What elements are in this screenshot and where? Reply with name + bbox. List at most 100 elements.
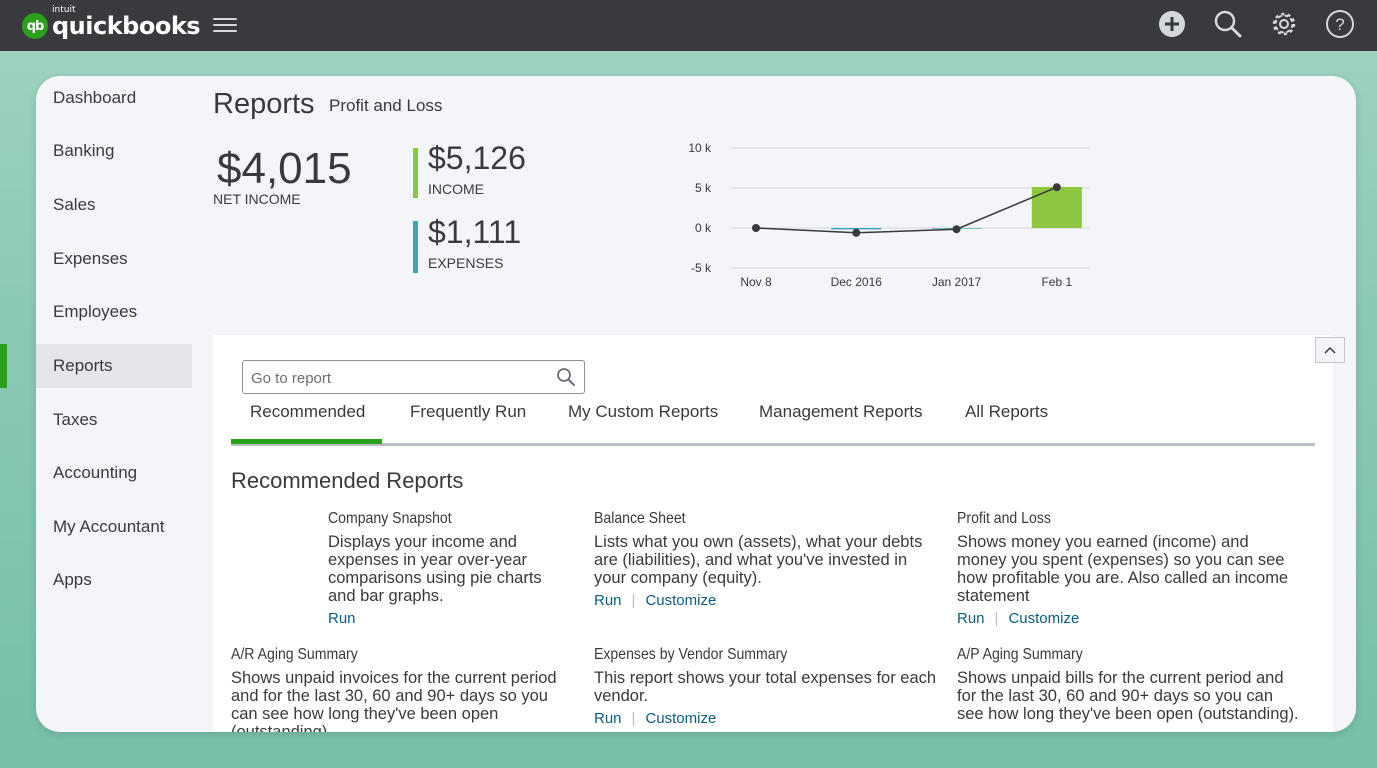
sidebar-item-banking[interactable]: Banking xyxy=(36,129,192,173)
net-income-point xyxy=(752,224,760,232)
add-icon[interactable] xyxy=(1157,9,1187,39)
link-separator: | xyxy=(631,592,636,609)
quickbooks-logo[interactable]: qb intuit quickbooks xyxy=(22,5,201,43)
report-title[interactable]: A/P Aging Summary xyxy=(957,646,1083,663)
reports-area xyxy=(213,335,1333,732)
page-subtitle[interactable]: Profit and Loss xyxy=(329,96,443,115)
sidebar: Dashboard Banking Sales Expenses Employe… xyxy=(36,76,192,732)
link-separator: | xyxy=(631,710,636,727)
sidebar-item-label: Apps xyxy=(53,570,92,589)
main-panel: Dashboard Banking Sales Expenses Employe… xyxy=(36,76,1356,732)
sidebar-item-label: Taxes xyxy=(53,410,98,429)
active-tab-indicator xyxy=(231,439,382,444)
search-icon[interactable] xyxy=(1213,9,1243,39)
gear-icon[interactable] xyxy=(1269,9,1299,39)
sidebar-item-label: Sales xyxy=(53,195,96,214)
tab-frequently-run[interactable]: Frequently Run xyxy=(410,402,527,421)
y-tick-label: 10 k xyxy=(688,141,712,155)
sidebar-item-apps[interactable]: Apps xyxy=(36,558,192,602)
link-separator: | xyxy=(994,610,999,627)
report-description: Lists what you own (assets), what your d… xyxy=(594,533,923,587)
report-description: Shows money you earned (income) and mone… xyxy=(957,533,1289,605)
report-card-profit-and-loss: Profit and Loss Shows money you earned (… xyxy=(957,510,1302,627)
customize-link[interactable]: Customize xyxy=(645,710,717,727)
net-income-label: NET INCOME xyxy=(213,191,301,207)
sidebar-item-label: Expenses xyxy=(53,249,128,268)
sidebar-item-expenses[interactable]: Expenses xyxy=(36,237,192,281)
income-indicator xyxy=(413,148,418,198)
sidebar-item-sales[interactable]: Sales xyxy=(36,183,192,227)
run-link[interactable]: Run xyxy=(594,710,622,727)
sidebar-item-label: Employees xyxy=(53,302,138,321)
customize-link[interactable]: Customize xyxy=(645,592,717,609)
go-to-report-search[interactable] xyxy=(242,360,585,394)
x-tick-label: Jan 2017 xyxy=(932,275,982,289)
expenses-amount[interactable]: $1,111 xyxy=(428,214,522,250)
report-card-balance-sheet: Balance Sheet Lists what you own (assets… xyxy=(594,510,939,609)
svg-text:?: ? xyxy=(1335,15,1344,34)
collapse-button[interactable] xyxy=(1315,337,1345,363)
y-tick-label: 0 k xyxy=(695,221,712,235)
sidebar-item-accounting[interactable]: Accounting xyxy=(36,451,192,495)
logo-text: intuit quickbooks xyxy=(52,5,201,43)
run-link[interactable]: Run xyxy=(328,610,356,627)
x-tick-label: Dec 2016 xyxy=(831,275,883,289)
section-title: Recommended Reports xyxy=(231,468,464,493)
income-bar xyxy=(1031,186,1082,228)
tab-all-reports[interactable]: All Reports xyxy=(965,402,1049,421)
tab-divider xyxy=(231,443,1315,446)
y-tick-label: 5 k xyxy=(695,181,712,195)
sidebar-item-my-accountant[interactable]: My Accountant xyxy=(36,505,192,549)
tab-recommended[interactable]: Recommended xyxy=(250,402,366,421)
sidebar-item-label: Reports xyxy=(53,356,113,375)
sidebar-item-label: Accounting xyxy=(53,463,138,482)
net-income-line xyxy=(755,186,1058,234)
net-income-point xyxy=(952,225,961,234)
report-description: Shows unpaid bills for the current perio… xyxy=(957,669,1299,723)
net-income-point xyxy=(852,228,861,237)
page-title: Reports xyxy=(213,88,315,120)
logo-intuit: intuit xyxy=(52,5,76,15)
sidebar-item-taxes[interactable]: Taxes xyxy=(36,398,192,442)
profit-loss-chart[interactable]: 10 k 5 k 0 k -5 k Nov 8 Dec 2016 Jan 2017 Feb 1 xyxy=(656,136,1106,296)
report-card-ap-aging-summary: A/P Aging Summary Shows unpaid bills for… xyxy=(957,646,1302,723)
expense-bar xyxy=(831,228,882,230)
customize-link[interactable]: Customize xyxy=(1008,610,1080,627)
report-card-ar-aging-summary: A/R Aging Summary Shows unpaid invoices … xyxy=(231,646,576,732)
report-description: This report shows your total expenses fo… xyxy=(594,669,937,705)
sidebar-item-label: Dashboard xyxy=(53,88,137,107)
report-description: Displays your income and expenses in yea… xyxy=(328,533,542,605)
search-icon[interactable] xyxy=(556,367,576,387)
sidebar-item-dashboard[interactable]: Dashboard xyxy=(36,76,192,120)
sidebar-item-label: My Accountant xyxy=(53,517,165,536)
tab-management-reports[interactable]: Management Reports xyxy=(759,402,923,421)
report-title[interactable]: A/R Aging Summary xyxy=(231,646,358,663)
hamburger-menu-icon[interactable] xyxy=(213,15,237,35)
expenses-indicator xyxy=(413,221,418,273)
report-card-expenses-by-vendor: Expenses by Vendor Summary This report s… xyxy=(594,646,939,727)
logo-quickbooks: quickbooks xyxy=(52,12,201,40)
report-description: Shows unpaid invoices for the current pe… xyxy=(231,669,557,732)
tab-my-custom-reports[interactable]: My Custom Reports xyxy=(568,402,719,421)
x-tick-label: Feb 1 xyxy=(1041,275,1072,289)
report-title[interactable]: Balance Sheet xyxy=(594,510,686,527)
top-bar: qb intuit quickbooks ? xyxy=(0,0,1377,51)
report-card-company-snapshot: Company Snapshot Displays your income an… xyxy=(328,510,673,627)
help-icon[interactable]: ? xyxy=(1325,9,1355,39)
report-title[interactable]: Company Snapshot xyxy=(328,510,452,527)
y-tick-label: -5 k xyxy=(691,261,712,275)
expenses-label: EXPENSES xyxy=(428,255,504,271)
income-label: INCOME xyxy=(428,181,484,197)
sidebar-item-reports[interactable]: Reports xyxy=(36,344,192,388)
run-link[interactable]: Run xyxy=(594,592,622,609)
qb-logo-icon: qb xyxy=(22,13,48,39)
active-nav-indicator xyxy=(0,344,7,388)
search-input[interactable] xyxy=(251,367,551,389)
run-link[interactable]: Run xyxy=(957,610,985,627)
income-amount[interactable]: $5,126 xyxy=(428,140,526,176)
sidebar-item-employees[interactable]: Employees xyxy=(36,290,192,334)
chevron-up-icon xyxy=(1324,346,1336,354)
net-income-amount[interactable]: $4,015 xyxy=(217,144,352,193)
report-title[interactable]: Profit and Loss xyxy=(957,510,1051,527)
report-title[interactable]: Expenses by Vendor Summary xyxy=(594,646,788,663)
